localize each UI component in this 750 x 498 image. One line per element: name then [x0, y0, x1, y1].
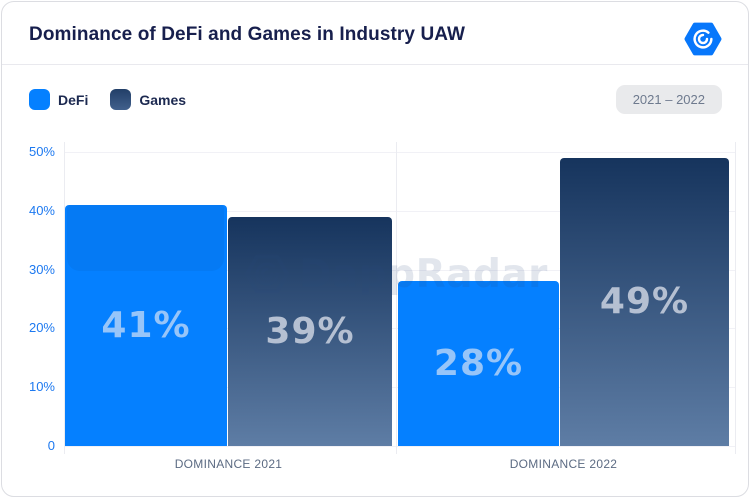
bar-value-label: 39%	[265, 310, 355, 352]
page-title: Dominance of DeFi and Games in Industry …	[29, 24, 466, 45]
bar-games-2021[interactable]: 39%	[228, 216, 392, 446]
y-axis-tick-label: 30%	[28, 261, 55, 277]
gridline	[735, 142, 736, 454]
legend-item-defi[interactable]: DeFi	[29, 89, 88, 110]
legend: DeFi Games	[29, 89, 186, 110]
gridline	[395, 142, 397, 454]
gridline	[64, 269, 735, 271]
dappradar-logo-icon[interactable]	[684, 20, 722, 58]
bar-defi-2021[interactable]: 41%	[65, 204, 227, 446]
y-axis-tick-label: 50%	[28, 144, 55, 159]
gridline	[64, 446, 735, 447]
x-axis-category-label: DOMINANCE 2021	[174, 457, 283, 471]
period-badge[interactable]: 2021 – 2022	[615, 85, 722, 114]
legend-item-label: Games	[139, 91, 187, 108]
y-axis-tick-label: 10%	[28, 379, 55, 395]
bar-games-2022[interactable]: 49%	[560, 157, 729, 446]
gridline	[64, 142, 65, 454]
header-divider	[2, 64, 748, 65]
y-axis-tick-label: 40%	[28, 202, 55, 218]
y-axis-tick-label: 0	[47, 438, 55, 453]
bar-highlight-overlay	[67, 204, 224, 271]
bar-value-label: 28%	[433, 343, 524, 385]
y-axis-tick-label: 20%	[28, 320, 55, 336]
bar-value-label: 41%	[101, 304, 191, 346]
games-color-swatch	[110, 89, 132, 110]
legend-item-label: DeFi	[58, 91, 89, 108]
gridline	[64, 210, 735, 212]
x-axis-category-label: DOMINANCE 2022	[509, 457, 618, 471]
legend-item-games[interactable]: Games	[110, 89, 186, 110]
bar-value-label: 49%	[599, 281, 690, 323]
gridline	[64, 152, 735, 153]
defi-color-swatch	[29, 89, 50, 110]
bar-defi-2022[interactable]: 28%	[398, 281, 559, 446]
